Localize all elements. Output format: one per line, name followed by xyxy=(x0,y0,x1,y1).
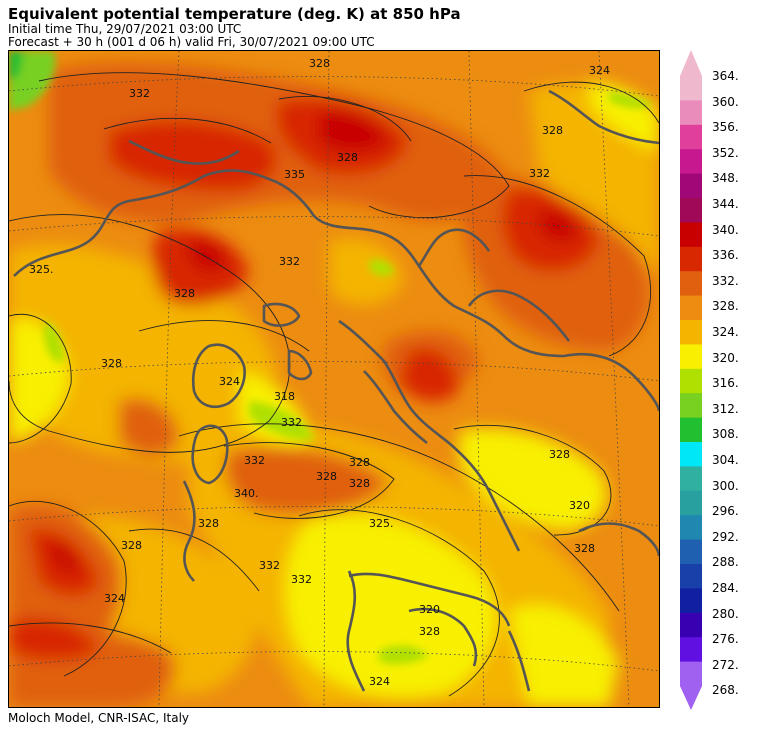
contour-label: 328 xyxy=(316,470,337,483)
colorbar-segment xyxy=(680,246,702,272)
colorbar-segment xyxy=(680,124,702,150)
colorbar-label: 304. xyxy=(712,453,739,467)
initial-time: Initial time Thu, 29/07/2021 03:00 UTC xyxy=(8,22,242,36)
contour-label: 332 xyxy=(281,416,302,429)
colorbar-segment xyxy=(680,661,702,687)
colorbar-bottom-arrow xyxy=(680,686,702,710)
contour-label: 320 xyxy=(569,499,590,512)
colorbar-top-arrow xyxy=(680,50,702,76)
colorbar-label: 280. xyxy=(712,606,739,621)
model-credit: Moloch Model, CNR-ISAC, Italy xyxy=(8,711,190,725)
colorbar-segment xyxy=(680,271,702,297)
contour-label: 332 xyxy=(529,167,550,180)
colorbar-label: 276. xyxy=(712,632,739,647)
graticule xyxy=(9,51,659,707)
colorbar-label: 332. xyxy=(712,273,739,288)
contour-label: 328 xyxy=(542,124,563,137)
colorbar-segment xyxy=(680,368,702,394)
contour-label: 324 xyxy=(219,375,240,388)
contour-label: 332 xyxy=(259,559,280,572)
colorbar-label: 268. xyxy=(712,683,739,698)
colorbar-segment xyxy=(680,466,702,492)
contour-label: 328 xyxy=(549,448,570,461)
contour-label: 324 xyxy=(104,592,125,605)
colorbar-segment xyxy=(680,320,702,345)
colorbar-segment xyxy=(680,198,702,223)
contour-label: 318 xyxy=(274,390,295,403)
colorbar-segment xyxy=(680,539,702,565)
contour-label: 340. xyxy=(234,487,259,500)
header: Equivalent potential temperature (deg. K… xyxy=(8,6,461,49)
colorbar-segment xyxy=(680,515,702,541)
colorbar-label: 360. xyxy=(712,94,739,109)
colorbar-segment xyxy=(680,222,702,248)
contour-label: 328 xyxy=(574,542,595,555)
contour-label: 328 xyxy=(349,477,370,490)
colorbar-label: 320. xyxy=(712,350,739,365)
colorbar-segment xyxy=(680,344,702,370)
colorbar-segment xyxy=(680,100,702,126)
colorbar-label: 344. xyxy=(712,197,739,211)
map-title: Equivalent potential temperature (deg. K… xyxy=(8,5,461,23)
colorbar-segment xyxy=(680,612,702,638)
contour-label: 335 xyxy=(284,168,305,181)
colorbar-label: 316. xyxy=(712,376,739,391)
contour-label: 332 xyxy=(129,87,150,100)
colorbar-segment xyxy=(680,490,702,516)
contour-label: 325. xyxy=(369,517,394,530)
colorbar-label: 364. xyxy=(712,69,739,83)
colorbar-segment xyxy=(680,149,702,175)
colorbar-label: 328. xyxy=(712,299,739,314)
colorbar-label: 308. xyxy=(712,427,739,442)
green-patches xyxy=(9,51,654,665)
coastlines-borders xyxy=(13,89,659,692)
map-panel: 328 332 324 325. 328 332 328 324 318 332 332 340. 32… xyxy=(8,50,660,708)
colorbar-label: 300. xyxy=(712,478,739,493)
contour-label: 332 xyxy=(279,255,300,268)
contour-label: 332 xyxy=(291,573,312,586)
colorbar-segment xyxy=(680,393,702,419)
contour-lines xyxy=(9,72,659,697)
forecast-time: Forecast + 30 h (001 d 06 h) valid Fri, … xyxy=(8,35,375,49)
colorbar-segment xyxy=(680,76,702,101)
colorbar xyxy=(680,50,702,710)
contour-label: 332 xyxy=(244,454,265,467)
colorbar-segment xyxy=(680,442,702,467)
map-canvas: 328 332 324 325. 328 332 328 324 318 332 332 340. 32… xyxy=(9,51,659,707)
colorbar-segment xyxy=(680,295,702,321)
colorbar-label: 272. xyxy=(712,657,739,672)
colorbar-label: 312. xyxy=(712,401,739,416)
contour-label: 328 xyxy=(198,517,219,530)
contour-label: 320 xyxy=(419,603,440,616)
colorbar-segment xyxy=(680,417,702,443)
contour-label: 328 xyxy=(309,57,330,70)
contour-label: 324 xyxy=(589,64,610,77)
colorbar-segment xyxy=(680,637,702,663)
contour-label-layer: 328 332 324 325. 328 332 328 324 318 332 332 340. 32… xyxy=(29,57,610,688)
contour-label: 328 xyxy=(101,357,122,370)
colorbar-segment xyxy=(680,564,702,589)
contour-label: 328 xyxy=(174,287,195,300)
colorbar-label: 340. xyxy=(712,222,739,237)
colorbar-label: 284. xyxy=(712,581,739,595)
contour-label: 328 xyxy=(337,151,358,164)
colorbar-label: 352. xyxy=(712,145,739,160)
colorbar-segment xyxy=(680,173,702,199)
contour-label: 324 xyxy=(369,675,390,688)
colorbar-label: 292. xyxy=(712,529,739,544)
colorbar-label: 336. xyxy=(712,248,739,263)
colorbar-label: 296. xyxy=(712,504,739,519)
contour-label: 328 xyxy=(419,625,440,638)
colorbar-segment xyxy=(680,588,702,614)
colorbar-label: 324. xyxy=(712,325,739,339)
contour-label: 325. xyxy=(29,263,54,276)
colorbar-label: 356. xyxy=(712,120,739,135)
colorbar-label: 348. xyxy=(712,171,739,186)
contour-label: 328 xyxy=(349,456,370,469)
contour-label: 328 xyxy=(121,539,142,552)
colorbar-label: 288. xyxy=(712,555,739,570)
